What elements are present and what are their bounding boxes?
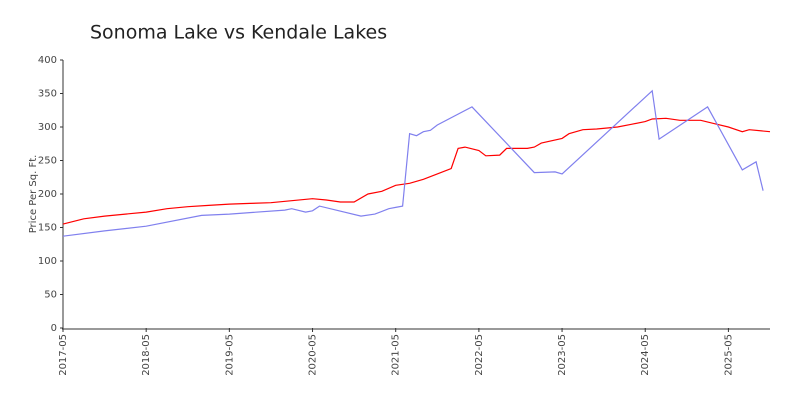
y-tick-label: 200 [38, 189, 57, 200]
x-tick-label: 2023-05 [557, 334, 568, 376]
y-tick-label: 400 [38, 55, 57, 66]
y-axis-label: Price Per Sq. Ft. [28, 155, 39, 234]
x-tick-label: 2019-05 [224, 334, 235, 376]
series-line [62, 117, 771, 225]
y-tick-label: 50 [44, 290, 57, 301]
x-tick-label: 2017-05 [58, 334, 69, 376]
y-tick-label: 150 [38, 223, 57, 234]
y-tick-label: 300 [38, 122, 57, 133]
x-tick-label: 2024-05 [640, 334, 651, 376]
x-tick-label: 2025-05 [723, 334, 734, 376]
y-tick-label: 250 [38, 156, 57, 167]
y-tick-label: 0 [51, 323, 57, 334]
y-tick-label: 100 [38, 256, 57, 267]
x-tick-label: 2022-05 [474, 334, 485, 376]
x-tick-label: 2020-05 [308, 334, 319, 376]
x-tick-label: 2021-05 [391, 334, 402, 376]
series-line [62, 89, 764, 237]
y-tick-label: 350 [38, 89, 57, 100]
chart-title: Sonoma Lake vs Kendale Lakes [90, 22, 387, 44]
x-tick-label: 2018-05 [141, 334, 152, 376]
